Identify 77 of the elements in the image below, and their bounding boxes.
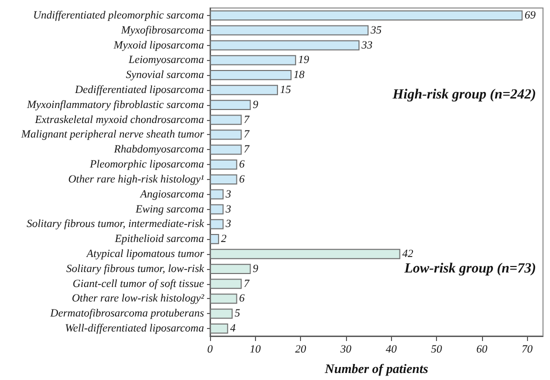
x-axis-title: Number of patients [324, 361, 428, 376]
y-tick-label: Undifferentiated pleomorphic sarcoma [33, 9, 204, 22]
y-tick-label: Myxoinflammatory fibroblastic sarcoma [26, 98, 204, 111]
y-tick-label: Atypical lipomatous tumor [86, 248, 205, 260]
data-label: 9 [252, 98, 259, 111]
data-label: 7 [244, 278, 250, 290]
bar [210, 323, 228, 334]
x-tick-label: 60 [476, 344, 488, 356]
y-tick-label: Leiomyosarcoma [128, 54, 204, 66]
data-label: 33 [360, 39, 374, 52]
data-label: 3 [224, 188, 232, 200]
data-label: 6 [239, 173, 246, 186]
data-label: 6 [239, 158, 246, 171]
y-tick-label: Malignant peripheral nerve sheath tumor [20, 128, 205, 141]
data-label: 7 [244, 144, 250, 156]
data-label: 7 [244, 128, 250, 141]
data-label: 2 [221, 233, 228, 246]
x-tick-label: 30 [339, 344, 352, 356]
bar [210, 40, 360, 50]
bar [210, 70, 292, 80]
y-tick-label: Solitary fibrous tumor, low-risk [66, 262, 206, 275]
bar [210, 234, 220, 244]
bar [210, 114, 242, 125]
data-label: 7 [244, 114, 250, 126]
bar [210, 189, 224, 200]
y-tick-label: Dermatofibrosarcoma protuberans [49, 308, 204, 320]
data-label: 19 [298, 54, 310, 66]
data-label: 6 [239, 292, 246, 305]
data-label: 3 [224, 218, 232, 230]
bar [210, 294, 238, 304]
x-tick-label: 10 [250, 344, 262, 356]
data-label: 35 [370, 24, 382, 36]
bar [210, 248, 400, 260]
y-tick-label: Dedifferentiated liposarcoma [74, 84, 204, 96]
annotation: Low-risk group (n=73) [403, 262, 536, 276]
data-label: 42 [402, 248, 414, 260]
bar [210, 219, 224, 230]
bar [210, 204, 224, 214]
bar [210, 144, 242, 155]
bar [210, 84, 278, 96]
y-tick-label: Angiosarcoma [139, 188, 204, 200]
bar [210, 159, 238, 170]
data-label: 3 [224, 203, 232, 216]
y-tick-label: Solitary fibrous tumor, intermediate-risk [26, 218, 206, 230]
data-label: 9 [252, 262, 259, 275]
y-tick-label: Synovial sarcoma [126, 69, 204, 82]
bar [210, 130, 242, 140]
bar [210, 174, 238, 185]
annotation: High-risk group (n=242) [392, 88, 536, 102]
data-label: 18 [294, 69, 306, 82]
y-tick-label: Giant-cell tumor of soft tissue [72, 278, 204, 290]
y-tick-label: Rhabdomyosarcoma [112, 144, 204, 156]
y-tick-label: Pleomorphic liposarcoma [88, 158, 204, 171]
data-label: 4 [230, 322, 236, 335]
data-label: 69 [524, 9, 536, 22]
data-label: 15 [280, 84, 292, 96]
y-tick-label: Ewing sarcoma [134, 203, 204, 216]
bar [210, 25, 369, 36]
data-label: 5 [234, 308, 241, 320]
y-tick-label: Myxofibrosarcoma [120, 24, 204, 36]
bar [210, 308, 233, 319]
y-tick-label: Extraskeletal myxoid chondrosarcoma [34, 114, 204, 126]
y-tick-label: Myxoid liposarcoma [112, 39, 204, 52]
x-tick-label: 40 [386, 344, 398, 356]
x-tick-label: 0 [207, 344, 214, 356]
bar [210, 100, 251, 110]
x-tick-label: 20 [295, 344, 307, 356]
bar [210, 264, 251, 274]
bar [210, 10, 523, 21]
bar [210, 55, 296, 66]
bar [210, 278, 242, 289]
y-tick-label: Epithelioid sarcoma [114, 233, 204, 246]
x-tick-label: 70 [522, 344, 534, 356]
y-tick-label: Well-differentiated liposarcoma [64, 322, 204, 335]
y-tick-label: Other rare low-risk histology² [72, 292, 205, 305]
y-tick-label: Other rare high-risk histology¹ [68, 173, 204, 186]
x-tick-label: 50 [431, 344, 443, 356]
